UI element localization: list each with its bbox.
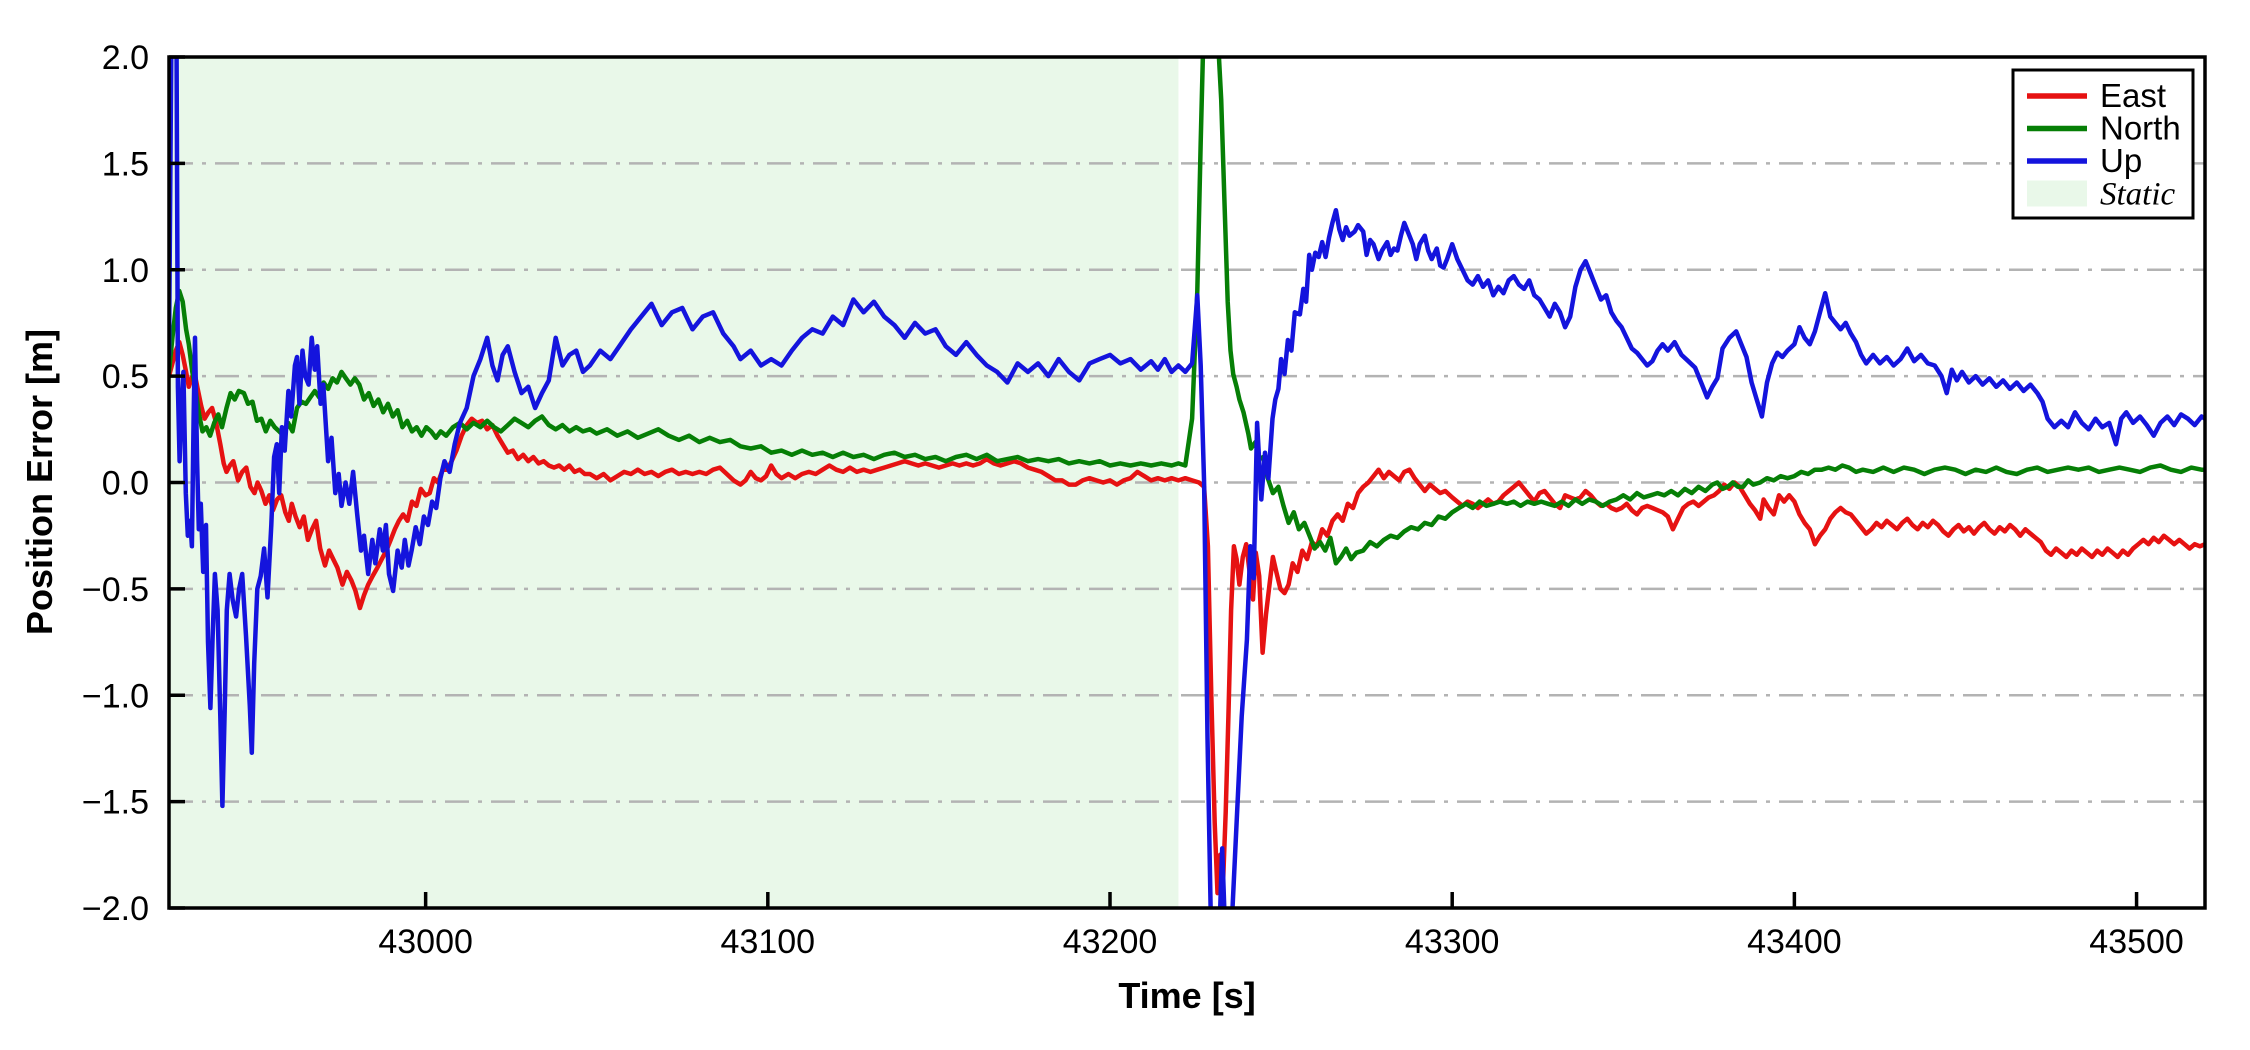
y-tick-label: 2.0: [102, 39, 149, 77]
y-tick-label: 0.5: [102, 358, 149, 396]
plot-area: 43000 43100 43200 43300 43400 43500 −2.0 −1.5 −1…: [82, 39, 2207, 961]
legend-label-east: East: [2100, 77, 2166, 114]
y-tick-label: 1.0: [102, 252, 149, 290]
legend-label-up: Up: [2100, 142, 2142, 179]
x-tick-label: 43400: [1747, 923, 1842, 961]
y-tick-label: −0.5: [82, 571, 149, 609]
legend-label-static: Static: [2100, 177, 2176, 213]
x-tick-label: 43000: [378, 923, 473, 961]
x-axis-label: Time [s]: [1118, 975, 1255, 1016]
y-axis-label: Position Error [m]: [19, 329, 60, 635]
x-tick-label: 43200: [1063, 923, 1158, 961]
y-tick-label: 0.0: [102, 465, 149, 503]
x-tick-label: 43100: [721, 923, 816, 961]
y-tick-label: −1.5: [82, 784, 149, 822]
series-east: [169, 339, 2205, 896]
x-tick-label: 43500: [2089, 923, 2184, 961]
y-tick-label: −1.0: [82, 677, 149, 715]
x-tick-label: 43300: [1405, 923, 1500, 961]
legend-swatch-static: [2027, 180, 2087, 207]
legend-label-north: North: [2100, 110, 2181, 147]
y-tick-label: −2.0: [82, 890, 149, 928]
y-tick-label: 1.5: [102, 145, 149, 183]
plot-border: [167, 55, 2207, 910]
series-north: [169, 57, 2205, 566]
series-up: [169, 57, 2205, 908]
